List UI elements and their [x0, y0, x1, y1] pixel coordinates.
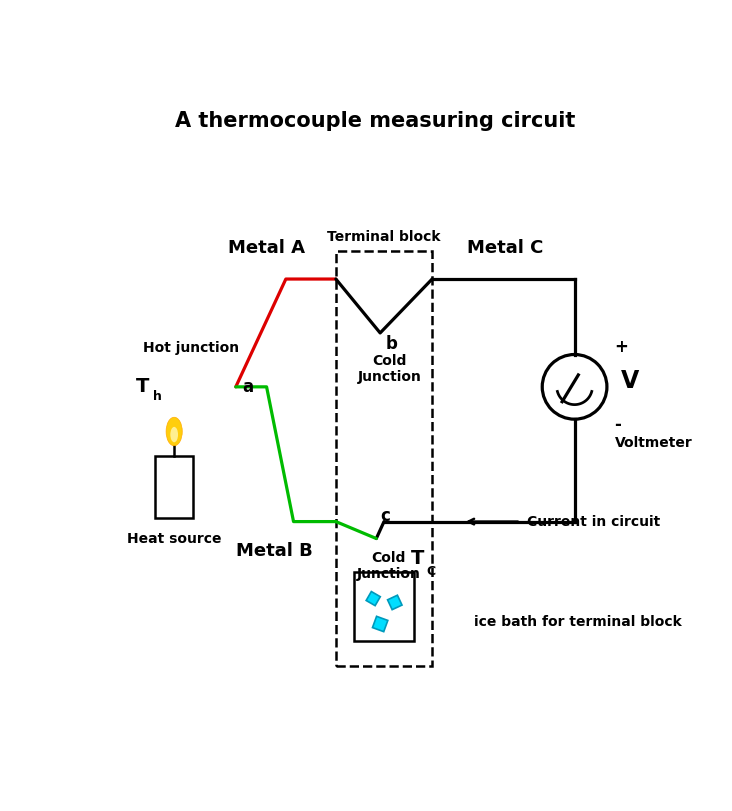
Text: Current in circuit: Current in circuit: [527, 515, 660, 529]
Text: b: b: [386, 335, 397, 354]
Text: Terminal block: Terminal block: [327, 230, 441, 243]
Ellipse shape: [166, 417, 182, 446]
Bar: [155, 456, 193, 517]
Text: Hot junction: Hot junction: [143, 341, 239, 355]
Text: Metal B: Metal B: [236, 542, 313, 560]
Text: Metal C: Metal C: [467, 239, 543, 257]
Text: Cold
Junction: Cold Junction: [356, 551, 421, 581]
Text: Cold
Junction: Cold Junction: [357, 354, 422, 384]
Text: T: T: [135, 377, 149, 397]
Bar: [336, 251, 432, 667]
Text: h: h: [152, 390, 162, 403]
Text: Metal A: Metal A: [228, 239, 305, 257]
Polygon shape: [366, 591, 381, 606]
Text: Voltmeter: Voltmeter: [615, 436, 692, 450]
Text: +: +: [615, 338, 629, 356]
Text: Heat source: Heat source: [127, 531, 221, 546]
Text: V: V: [621, 369, 639, 393]
Text: -: -: [615, 416, 621, 435]
Text: T: T: [411, 549, 425, 568]
Text: C: C: [426, 564, 436, 577]
Text: ice bath for terminal block: ice bath for terminal block: [474, 615, 682, 629]
Text: A thermocouple measuring circuit: A thermocouple measuring circuit: [175, 111, 575, 131]
Text: c: c: [380, 507, 390, 525]
Bar: [354, 572, 414, 641]
Ellipse shape: [171, 427, 178, 442]
Text: a: a: [242, 378, 253, 396]
Polygon shape: [387, 595, 402, 610]
Polygon shape: [373, 616, 388, 632]
